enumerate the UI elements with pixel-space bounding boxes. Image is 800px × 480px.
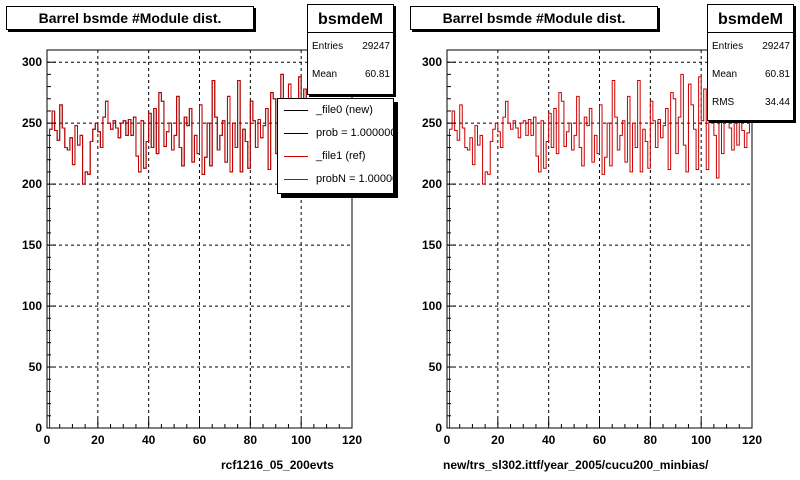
right-y-tick-label: 100 [422, 299, 442, 313]
right-plot-title: Barrel bsmde #Module dist. [410, 6, 658, 30]
right-stats-mean-value: 60.81 [764, 69, 790, 80]
legend-item-probn: probN = 1.000000 [278, 168, 393, 191]
left-y-tick-label: 50 [29, 360, 43, 374]
legend-swatch-prob [284, 133, 308, 134]
left-x-tick-label: 40 [142, 433, 156, 447]
left-stats-name: bsmdeM [308, 5, 393, 33]
legend-item-file0: _file0 (new) [278, 99, 393, 122]
left-x-tick-label: 60 [193, 433, 207, 447]
left-y-tick-label: 0 [35, 421, 42, 435]
left-stats-box: bsmdeM Entries 29247 Mean 60.81 [307, 4, 394, 95]
legend-label-probn: probN = 1.000000 [316, 173, 393, 185]
right-x-axis-title: new/trs_sl302.ittf/year_2005/cucu200_min… [443, 458, 709, 472]
right-x-tick-label: 0 [444, 433, 451, 447]
legend-swatch-file1 [284, 156, 308, 157]
right-stats-entries-label: Entries [712, 41, 744, 52]
right-y-tick-label: 50 [429, 360, 443, 374]
legend-swatch-file0 [284, 110, 308, 111]
left-plot-title: Barrel bsmde #Module dist. [6, 6, 254, 30]
right-y-tick-label: 250 [422, 116, 442, 130]
legend-swatch-probn [284, 179, 308, 180]
right-stats-entries-value: 29247 [762, 41, 790, 52]
left-x-tick-label: 80 [244, 433, 258, 447]
left-y-tick-label: 250 [22, 116, 42, 130]
legend-item-prob: prob = 1.000000 [278, 122, 393, 145]
left-y-tick-label: 100 [22, 299, 42, 313]
right-plot-group: 0 20 40 60 80 100 120 0 50 100 150 200 250 300 [422, 49, 762, 447]
left-x-tick-label: 120 [342, 433, 362, 447]
left-x-tick-label: 100 [291, 433, 311, 447]
left-stats-mean-row: Mean 60.81 [308, 61, 393, 89]
right-y-tick-label: 0 [435, 421, 442, 435]
right-y-tick-label: 150 [422, 238, 442, 252]
right-x-tick-label: 60 [593, 433, 607, 447]
legend-label-prob: prob = 1.000000 [316, 127, 394, 139]
left-stats-entries-label: Entries [312, 41, 344, 52]
left-y-tick-label: 300 [22, 55, 42, 69]
right-stats-entries-row: Entries 29247 [708, 33, 793, 61]
right-y-tick-label: 200 [422, 177, 442, 191]
right-stats-mean-row: Mean 60.81 [708, 61, 793, 89]
right-y-tick-label: 300 [422, 55, 442, 69]
right-stats-rms-row: RMS 34.44 [708, 89, 793, 117]
left-stats-entries-row: Entries 29247 [308, 33, 393, 61]
right-x-tick-label: 40 [542, 433, 556, 447]
right-stats-rms-label: RMS [712, 97, 735, 108]
left-plot-group: 0 20 40 60 80 100 120 0 50 100 150 200 250 300 [22, 49, 362, 447]
right-x-tick-label: 80 [644, 433, 658, 447]
left-x-tick-label: 20 [91, 433, 105, 447]
left-y-tick-label: 150 [22, 238, 42, 252]
left-histogram-series-1 [47, 73, 352, 429]
left-y-tick-label: 200 [22, 177, 42, 191]
legend-item-file1: _file1 (ref) [278, 145, 393, 168]
legend-label-file0: _file0 (new) [316, 104, 373, 116]
right-stats-name: bsmdeM [708, 5, 793, 33]
right-stats-rms-value: 34.44 [764, 97, 790, 108]
left-x-axis-title: rcf1216_05_200evts [221, 458, 334, 472]
left-stats-mean-label: Mean [312, 69, 338, 80]
legend-label-file1: _file1 (ref) [316, 150, 366, 162]
left-stats-entries-value: 29247 [362, 41, 390, 52]
right-x-tick-label: 20 [491, 433, 505, 447]
right-x-tick-label: 120 [742, 433, 762, 447]
right-x-tick-label: 100 [691, 433, 711, 447]
left-legend: _file0 (new) prob = 1.000000 _file1 (ref… [277, 98, 394, 194]
left-x-tick-label: 0 [44, 433, 51, 447]
right-histogram-series-0 [447, 73, 752, 429]
left-stats-mean-value: 60.81 [364, 69, 390, 80]
right-stats-box: bsmdeM Entries 29247 Mean 60.81 RMS 34.4… [707, 4, 794, 121]
right-stats-mean-label: Mean [712, 69, 738, 80]
